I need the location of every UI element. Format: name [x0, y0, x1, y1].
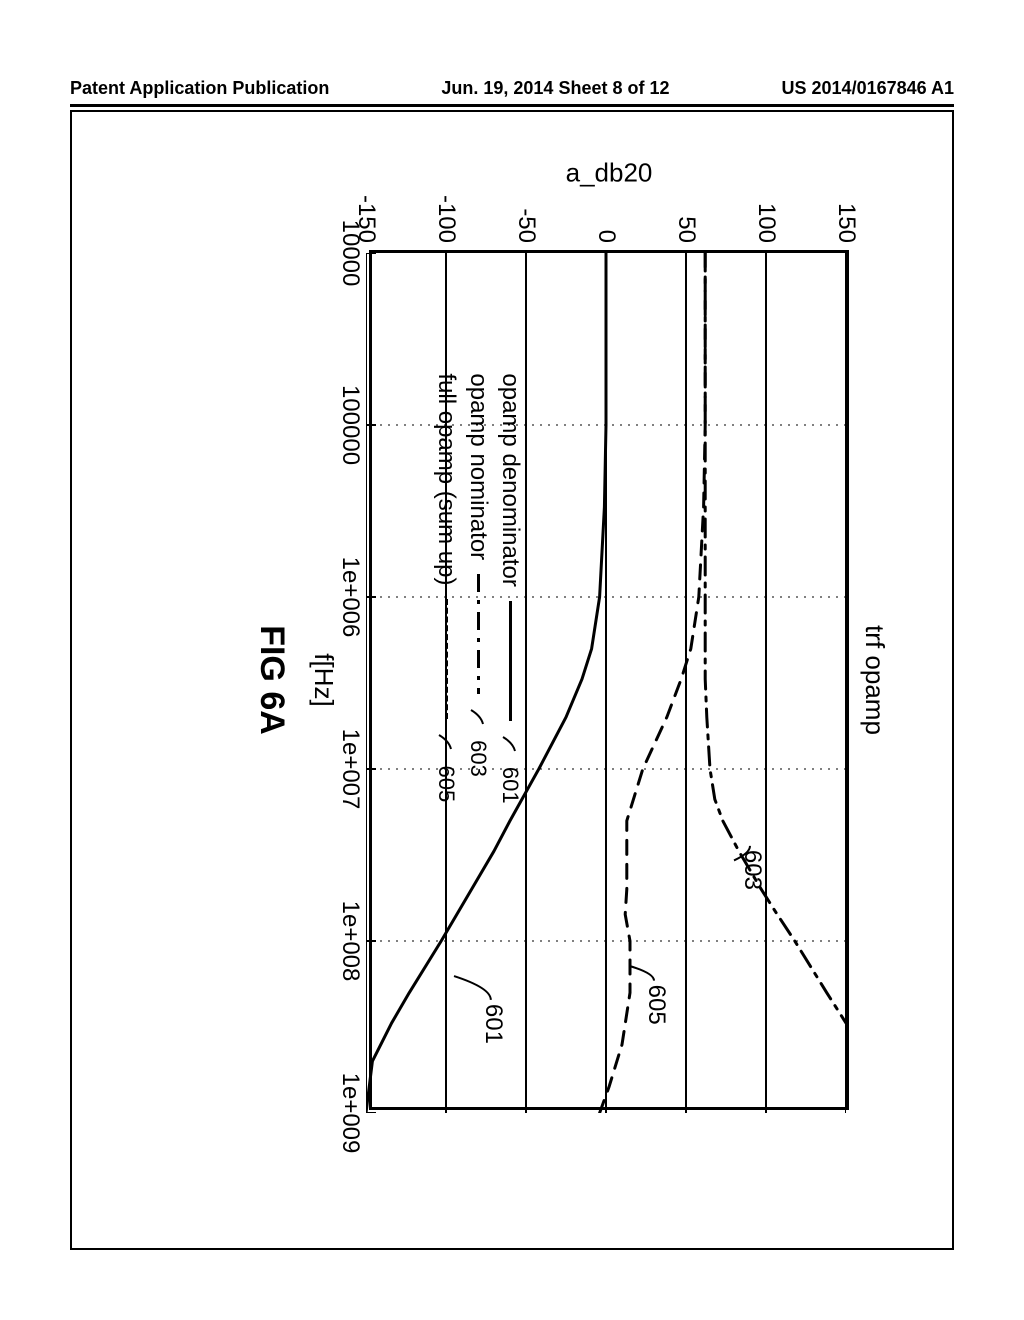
x-tick-label: 1e+006 [336, 557, 364, 638]
x-tick-label: 1e+008 [336, 901, 364, 982]
x-axis-label: f[Hz] [308, 653, 339, 706]
legend-ref-hook-icon [469, 708, 487, 726]
legend-swatch [509, 601, 512, 721]
page: Patent Application Publication Jun. 19, … [0, 0, 1024, 1320]
legend-item-605: full opamp (sum up) 605 [432, 373, 460, 803]
legend-label: opamp denominator [496, 373, 524, 586]
chart-title: trf opamp [859, 180, 890, 1180]
chart-outer: trf opamp a_db20 f[Hz] FIG 6A opamp deno… [170, 180, 890, 1180]
legend-item-603: opamp nominator 603 [464, 373, 492, 803]
series-603 [705, 253, 846, 1023]
legend-swatch [445, 599, 448, 719]
legend-swatch [477, 574, 480, 694]
curve-annotation-605: 605 [642, 985, 670, 1025]
legend-ref-hook-icon [501, 735, 519, 753]
chart-legend: opamp denominator601opamp nominator603fu… [428, 373, 524, 803]
legend-ref: 603 [465, 740, 491, 777]
y-tick-label: 100 [752, 203, 780, 243]
header-right: US 2014/0167846 A1 [782, 78, 954, 99]
figure-rotated-wrap: trf opamp a_db20 f[Hz] FIG 6A opamp deno… [30, 320, 1024, 1040]
figure-caption: FIG 6A [252, 625, 291, 735]
y-axis-label: a_db20 [566, 158, 653, 189]
x-tick-label: 100000 [336, 385, 364, 465]
legend-item-601: opamp denominator 601 [496, 373, 524, 803]
x-tick-label: 1e+007 [336, 729, 364, 810]
legend-ref: 601 [497, 767, 523, 804]
x-tick-label: 10000 [336, 220, 364, 287]
curve-annotation-601: 601 [479, 1004, 507, 1044]
y-tick-label: -50 [512, 208, 540, 243]
legend-label: full opamp (sum up) [432, 373, 460, 585]
page-header: Patent Application Publication Jun. 19, … [70, 78, 954, 99]
y-tick-label: 150 [832, 203, 860, 243]
legend-ref-hook-icon [437, 733, 455, 751]
legend-label: opamp nominator [464, 373, 492, 560]
header-left: Patent Application Publication [70, 78, 329, 99]
chart-plot-area: a_db20 f[Hz] FIG 6A opamp denominator601… [369, 250, 849, 1110]
y-tick-label: 0 [592, 230, 620, 243]
curve-annotation-603: 603 [738, 850, 766, 890]
header-center: Jun. 19, 2014 Sheet 8 of 12 [441, 78, 669, 99]
y-tick-label: 50 [672, 216, 700, 243]
x-tick-label: 1e+009 [336, 1073, 364, 1154]
y-tick-label: -100 [432, 195, 460, 243]
header-rule [70, 104, 954, 107]
legend-ref: 605 [433, 765, 459, 802]
